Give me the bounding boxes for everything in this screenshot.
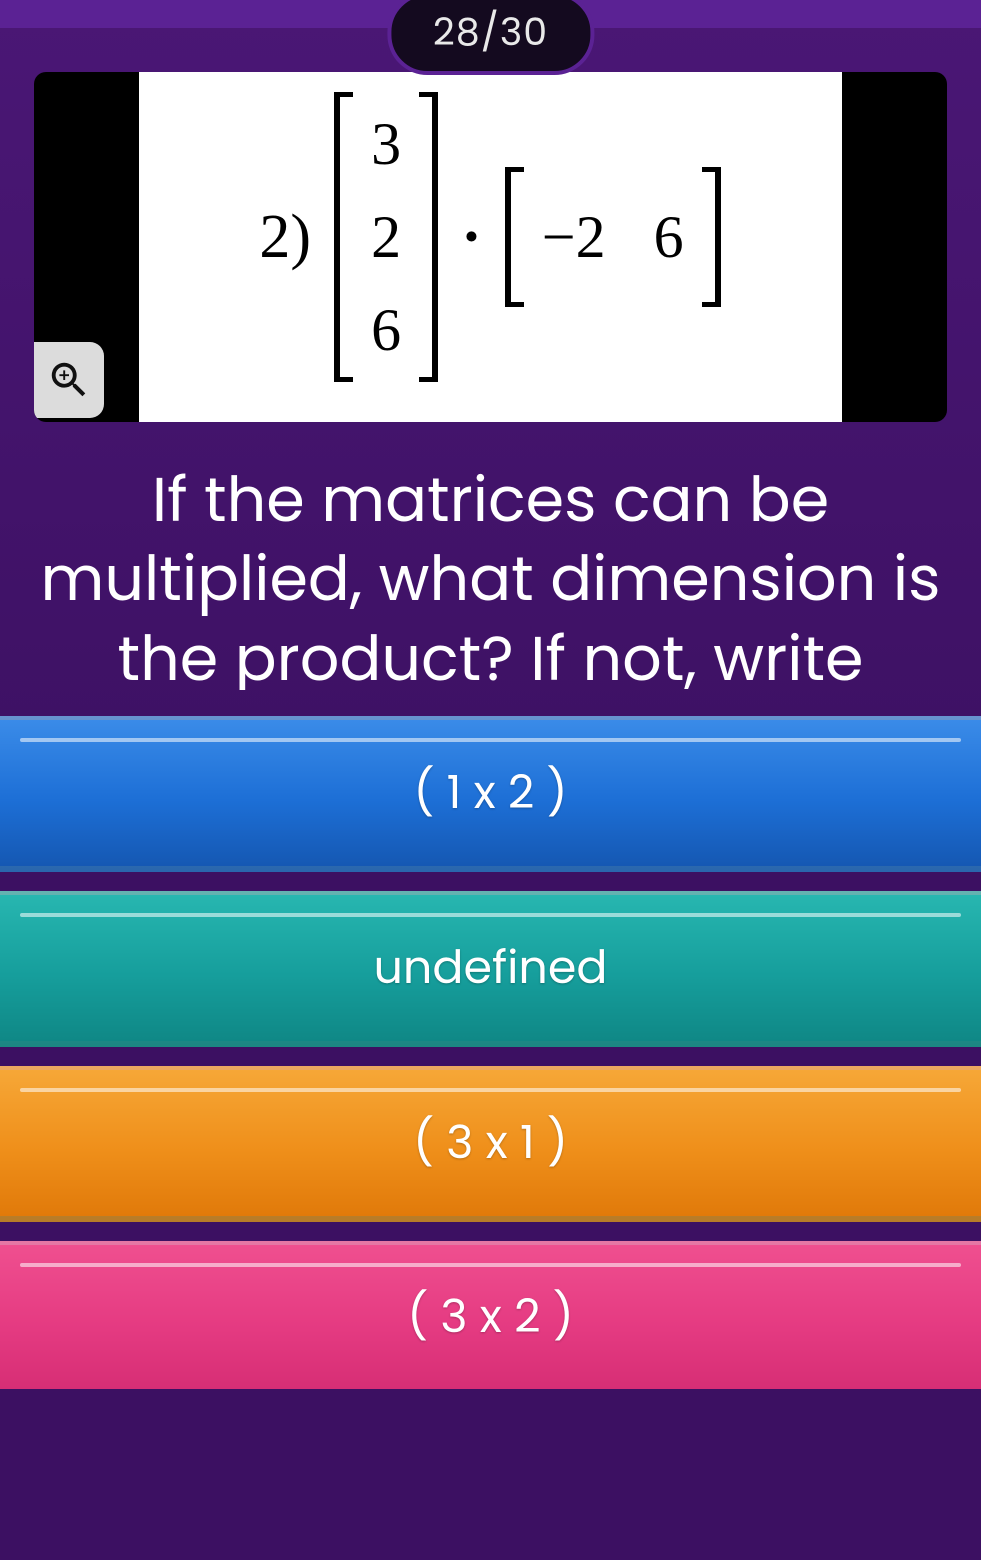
zoom-in-icon	[46, 357, 92, 403]
math-expression: 2) 3 2 6 ·	[259, 92, 721, 382]
answer-option-4[interactable]: ( 3 x 2 )	[0, 1241, 981, 1389]
matrix-a-cell: 3	[371, 114, 401, 174]
progress-counter: 28/30	[387, 0, 594, 75]
left-bracket-icon	[333, 92, 355, 382]
right-bracket-icon	[417, 92, 439, 382]
answer-label: ( 3 x 1 )	[413, 1109, 568, 1178]
answer-option-1[interactable]: ( 1 x 2 )	[0, 716, 981, 872]
answer-label: ( 1 x 2 )	[413, 759, 567, 828]
right-bracket-icon	[700, 167, 722, 307]
left-bracket-icon	[504, 167, 526, 307]
matrix-b-row: −2 6	[526, 167, 700, 307]
zoom-in-button[interactable]	[34, 342, 104, 418]
question-image-card: 2) 3 2 6 ·	[34, 72, 947, 422]
matrix-a-cell: 2	[371, 207, 401, 267]
matrix-b: −2 6	[504, 167, 722, 307]
question-image: 2) 3 2 6 ·	[139, 72, 842, 422]
answer-label: undefined	[373, 934, 607, 1003]
matrix-a-column: 3 2 6	[355, 97, 417, 377]
multiply-dot: ·	[461, 202, 482, 273]
matrix-a-cell: 6	[371, 300, 401, 360]
progress-label: 28/30	[433, 6, 548, 59]
answer-option-2[interactable]: undefined	[0, 891, 981, 1047]
problem-number: 2)	[259, 202, 311, 273]
matrix-b-cell: 6	[654, 207, 684, 267]
answer-option-3[interactable]: ( 3 x 1 )	[0, 1066, 981, 1222]
matrix-a: 3 2 6	[333, 92, 439, 382]
answer-list: ( 1 x 2 ) undefined ( 3 x 1 ) ( 3 x 2 )	[0, 716, 981, 1408]
answer-label: ( 3 x 2 )	[407, 1283, 573, 1352]
matrix-b-cell: −2	[542, 207, 606, 267]
question-text: If the matrices can be multiplied, what …	[40, 460, 941, 690]
